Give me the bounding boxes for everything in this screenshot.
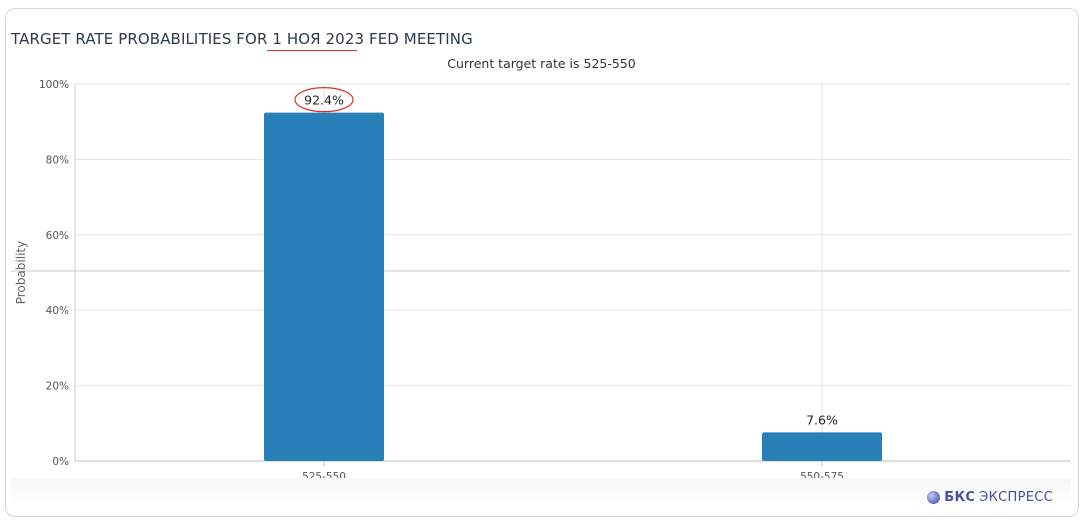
date-underline-annotation: [267, 50, 357, 51]
bcs-logo-icon: [927, 491, 941, 504]
title-prefix: TARGET RATE PROBABILITIES FOR: [11, 30, 273, 48]
data-label: 92.4%: [304, 93, 344, 108]
chart-title: TARGET RATE PROBABILITIES FOR 1 НОЯ 2023…: [11, 30, 473, 48]
y-tick-label: 0%: [52, 456, 69, 468]
highlight-circle-annotation: [294, 87, 354, 113]
y-tick-label: 60%: [46, 230, 69, 242]
footer-bar: [11, 478, 1071, 508]
brand-logo-link[interactable]: БКС ЭКСПРЕСС: [927, 490, 1053, 505]
data-label: 7.6%: [806, 412, 838, 427]
title-date: 1 НОЯ 2023: [272, 30, 365, 48]
y-tick-label: 20%: [46, 381, 69, 393]
chart-panel: [5, 8, 1079, 517]
y-axis-title: Probability: [14, 241, 28, 304]
brand-name: БКС: [944, 490, 976, 505]
y-tick-label: 40%: [46, 305, 69, 317]
title-suffix: FED MEETING: [364, 30, 473, 48]
brand-subtitle: ЭКСПРЕСС: [979, 490, 1053, 505]
chart-subtitle: Current target rate is 525-550: [447, 56, 636, 71]
bar-525-550: [264, 112, 384, 461]
y-tick-label: 80%: [46, 154, 69, 166]
y-tick-label: 100%: [39, 79, 69, 91]
bar-550-575: [762, 432, 882, 461]
